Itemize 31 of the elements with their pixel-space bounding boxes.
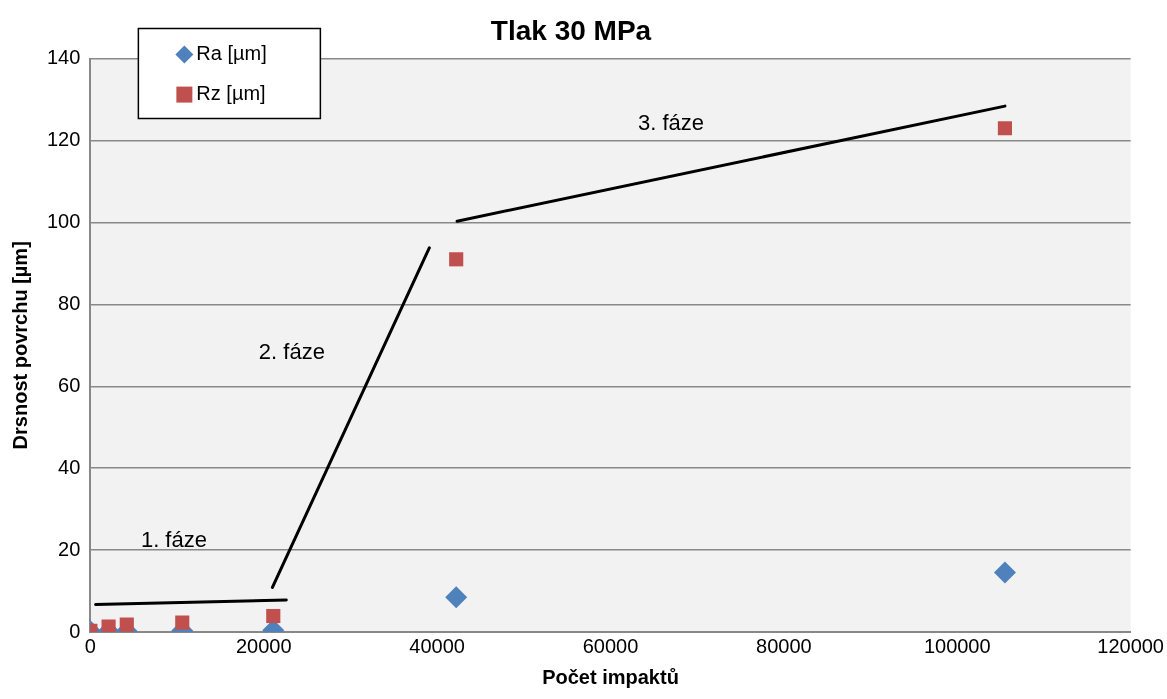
y-tick-label: 120 (46, 128, 81, 151)
x-tick-label: 80000 (756, 634, 812, 657)
x-tick-label: 60000 (582, 634, 639, 657)
y-tick-label: 100 (46, 209, 81, 232)
point (175, 615, 190, 630)
legend-label: Rz [µm] (196, 82, 266, 105)
annotation: 1. fáze (140, 527, 207, 553)
x-tick-label: 0 (84, 634, 96, 657)
point (119, 617, 134, 632)
y-tick-label: 140 (46, 46, 81, 69)
legend-label: Ra [µm] (196, 42, 267, 65)
y-tick-label: 40 (58, 455, 81, 478)
x-tick-label: 120000 (1097, 634, 1165, 657)
x-axis-title: Počet impaktů (542, 665, 679, 688)
point (445, 586, 468, 609)
x-tick-label: 100000 (923, 634, 991, 657)
x-tick-label: 40000 (409, 634, 465, 657)
y-axis-title: Drsnost povrchu [µm] (8, 241, 31, 450)
y-tick-label: 80 (58, 291, 81, 314)
point (266, 608, 281, 624)
point (449, 252, 464, 267)
y-tick-label: 20 (58, 537, 81, 560)
point (101, 619, 116, 632)
point (993, 561, 1016, 584)
x-tick-label: 20000 (235, 634, 292, 657)
y-tick-label: 0 (69, 619, 81, 642)
annotation: 2. fáze (258, 338, 325, 364)
annotation: 3. fáze (637, 109, 705, 135)
chart-title: Tlak 30 MPa (490, 14, 652, 46)
point (997, 121, 1012, 136)
y-tick-label: 60 (58, 373, 81, 396)
